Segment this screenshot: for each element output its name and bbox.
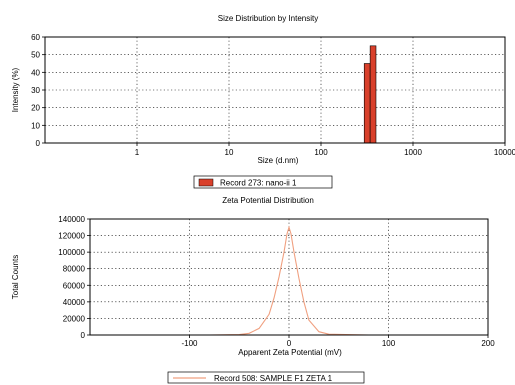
chart1-x-axis-label: Size (d.nm) [258, 156, 299, 165]
chart2-y-tick-label: 120000 [58, 232, 85, 241]
chart1-bars [363, 45, 377, 144]
chart1-bar [363, 63, 371, 144]
chart1-legend: Record 273: nano-ii 1 [193, 175, 333, 189]
chart1-y-ticks: 0 10 20 30 40 50 60 [31, 33, 45, 148]
chart2-y-tick-label: 100000 [58, 248, 85, 257]
chart2-x-axis-label: Apparent Zeta Potential (mV) [238, 348, 342, 357]
chart1-title: Size Distribution by Intensity [218, 14, 319, 23]
chart1-x-ticks: 1 10 100 1000 10000 [135, 143, 515, 157]
chart2-y-tick-label: 80000 [63, 265, 86, 274]
chart2-y-ticks: 0 20000 40000 60000 80000 100000 120000 140000 [58, 215, 90, 340]
size-distribution-chart: Size Distribution by Intensity 0 10 20 30 40… [11, 14, 515, 189]
chart1-y-tick-label: 60 [31, 33, 40, 42]
chart2-legend-box [167, 371, 365, 384]
chart2-title: Zeta Potential Distribution [222, 196, 314, 205]
chart2-x-ticks: -100 0 100 200 [181, 335, 495, 348]
chart1-x-tick-label: 1 [135, 148, 140, 157]
chart2-legend: Record 508: SAMPLE F1 ZETA 1 [167, 371, 365, 384]
chart2-y-tick-label: 20000 [63, 314, 86, 323]
chart1-x-tick-label: 10000 [494, 148, 515, 157]
chart2-y-tick-label: 140000 [58, 215, 85, 224]
chart1-legend-swatch [198, 178, 214, 187]
chart2-line [139, 225, 439, 336]
chart1-y-tick-label: 20 [31, 104, 40, 113]
chart2-series-line [139, 225, 439, 336]
chart2-legend-label: Record 508: SAMPLE F1 ZETA 1 [214, 374, 333, 383]
chart1-y-tick-label: 10 [31, 121, 40, 130]
chart2-x-tick-label: 100 [382, 339, 396, 348]
chart1-y-tick-label: 0 [36, 139, 41, 148]
chart1-y-tick-label: 40 [31, 68, 40, 77]
chart1-y-tick-label: 50 [31, 51, 40, 60]
chart2-grid [90, 219, 488, 335]
chart2-y-tick-label: 0 [81, 331, 86, 340]
chart2-x-tick-label: -100 [181, 339, 198, 348]
chart2-x-tick-label: 0 [287, 339, 292, 348]
chart1-x-tick-label: 10 [225, 148, 234, 157]
zeta-potential-chart: Zeta Potential Distribution 0 20000 40000 6… [11, 196, 495, 384]
chart2-y-tick-label: 40000 [63, 298, 86, 307]
chart2-x-tick-label: 200 [481, 339, 495, 348]
chart2-y-axis-label: Total Counts [11, 255, 20, 299]
chart1-y-tick-label: 30 [31, 86, 40, 95]
chart1-grid [45, 37, 505, 143]
chart1-legend-box [193, 175, 333, 189]
chart1-x-tick-label: 100 [314, 148, 328, 157]
chart1-legend-label: Record 273: nano-ii 1 [220, 179, 297, 188]
chart1-y-axis-label: Intensity (%) [11, 67, 20, 112]
chart2-y-tick-label: 60000 [63, 281, 86, 290]
chart1-x-tick-label: 1000 [404, 148, 422, 157]
chart1-bar [369, 45, 377, 144]
